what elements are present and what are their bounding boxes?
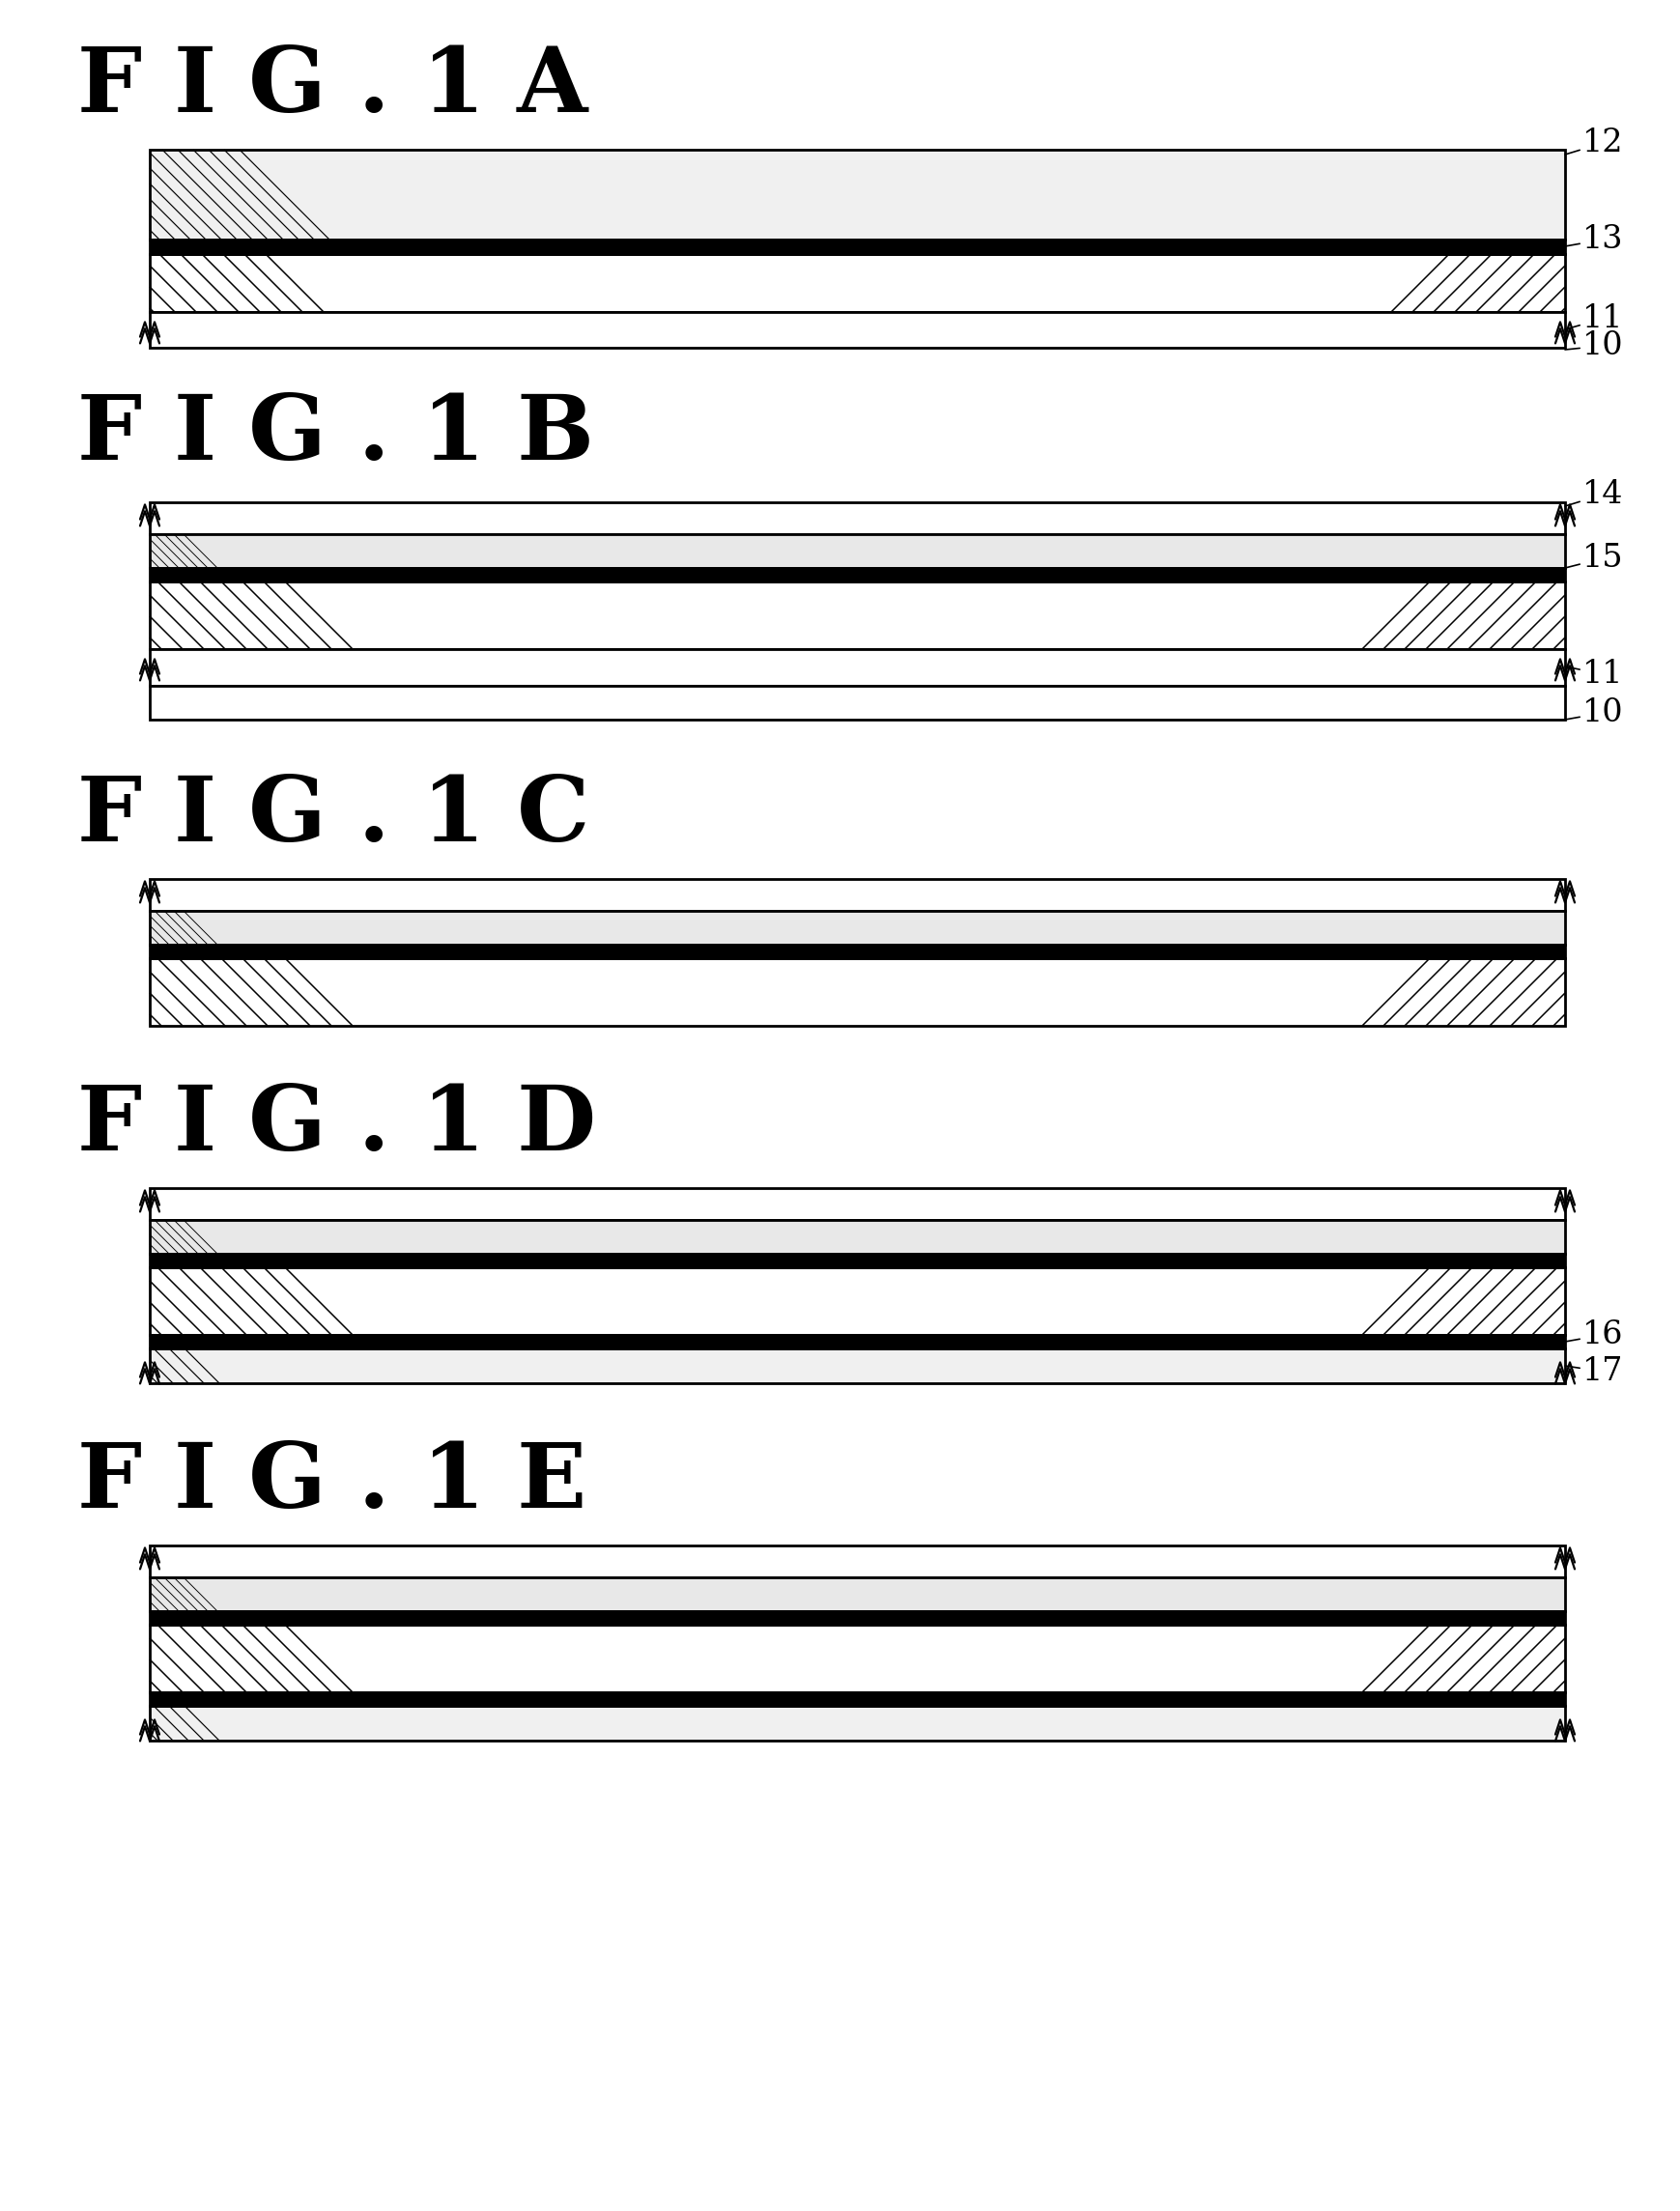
Bar (150, 568, 1564, 581)
Text: 14: 14 (1564, 480, 1623, 511)
Text: F I G . 1 B: F I G . 1 B (77, 391, 593, 478)
Bar (150, 1625, 1564, 1691)
Bar (150, 880, 1564, 911)
Bar (150, 254, 1564, 312)
Text: 16: 16 (1564, 1320, 1623, 1351)
Bar (150, 1187, 1564, 1220)
Bar (150, 1220, 1564, 1254)
Bar (150, 1254, 1564, 1267)
Text: 17: 17 (1564, 1355, 1623, 1386)
Bar (150, 1349, 1564, 1384)
Bar (150, 535, 1564, 568)
Text: 10: 10 (1564, 696, 1623, 727)
Bar (150, 1612, 1564, 1625)
Bar (150, 581, 1564, 650)
Bar (150, 1691, 1564, 1707)
Bar (150, 911, 1564, 944)
Text: F I G . 1 C: F I G . 1 C (77, 772, 590, 860)
Bar (150, 1576, 1564, 1612)
Text: F I G . 1 D: F I G . 1 D (77, 1081, 596, 1170)
Bar (150, 1335, 1564, 1349)
Text: 12: 12 (1564, 128, 1623, 159)
Text: 11: 11 (1564, 303, 1623, 334)
Text: F I G . 1 E: F I G . 1 E (77, 1439, 586, 1526)
Bar (150, 1545, 1564, 1576)
Bar (150, 944, 1564, 957)
Bar (150, 150, 1564, 239)
Text: 10: 10 (1564, 329, 1623, 360)
Bar (150, 312, 1564, 347)
Bar (150, 957, 1564, 1026)
Text: 15: 15 (1564, 544, 1623, 575)
Bar (150, 1267, 1564, 1335)
Bar (150, 239, 1564, 254)
Bar (150, 502, 1564, 535)
Text: 13: 13 (1564, 223, 1623, 254)
Bar (150, 1707, 1564, 1740)
Bar (150, 650, 1564, 685)
Text: 11: 11 (1564, 659, 1623, 690)
Bar (150, 685, 1564, 719)
Text: F I G . 1 A: F I G . 1 A (77, 44, 588, 130)
